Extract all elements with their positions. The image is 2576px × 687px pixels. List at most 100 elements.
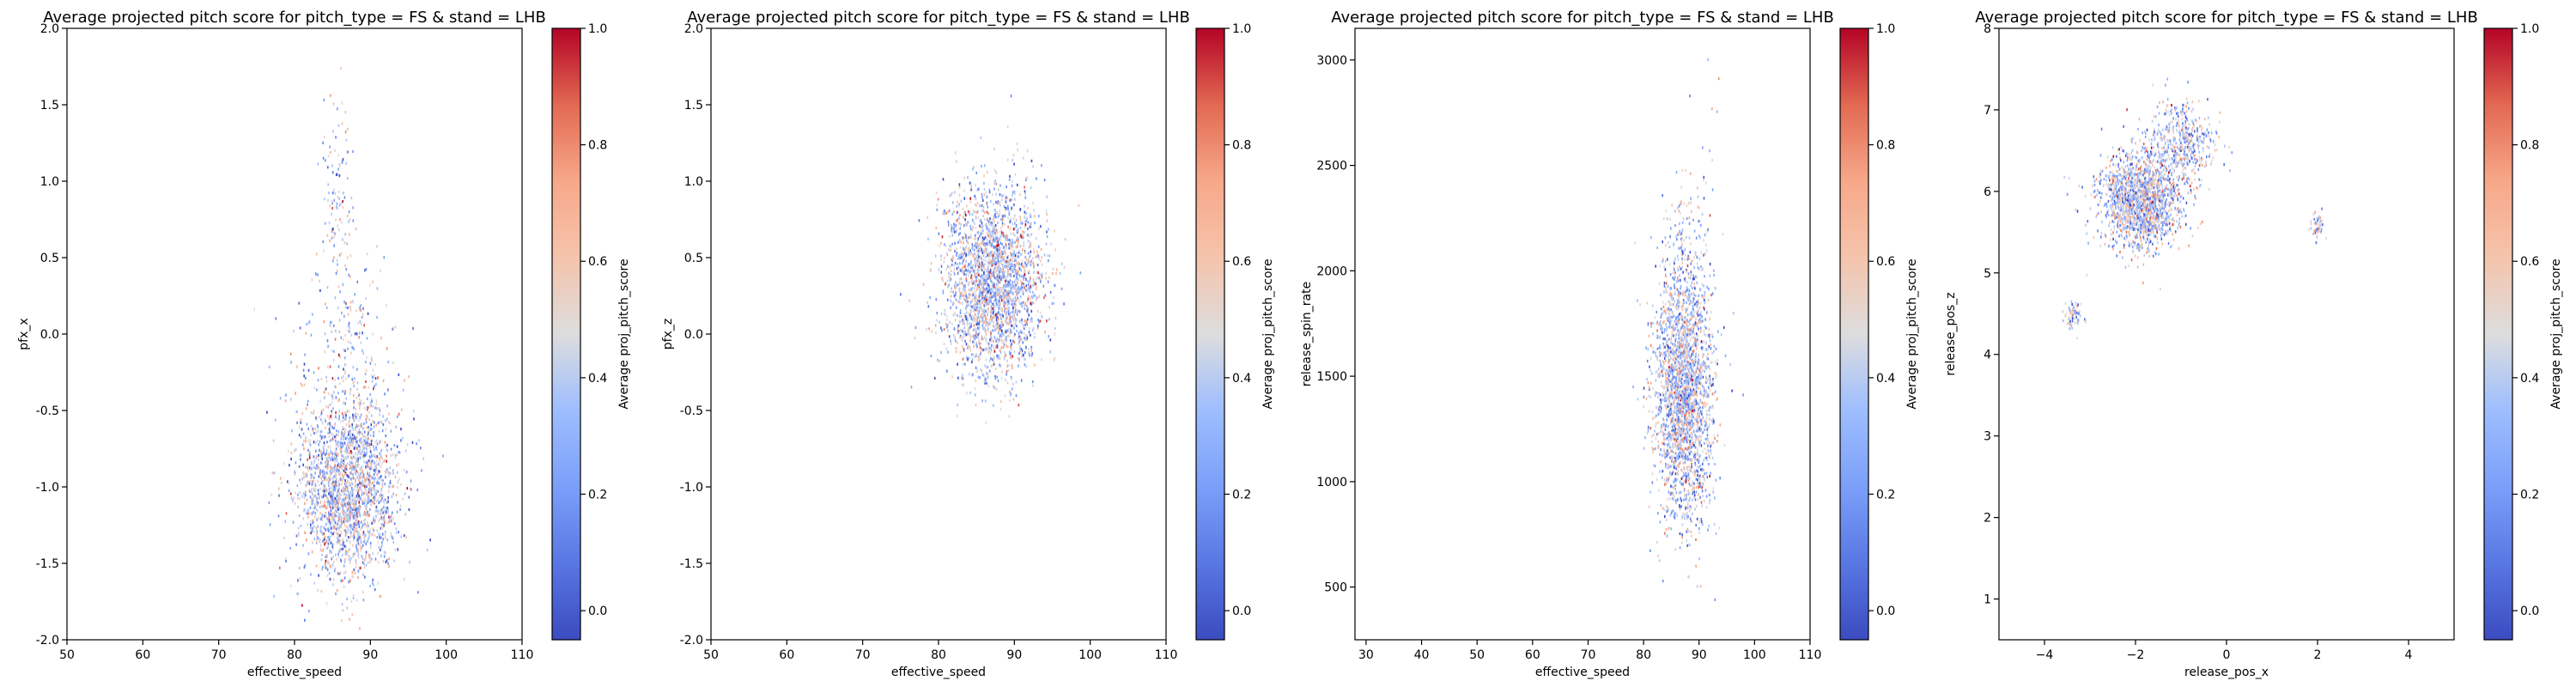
scatter-point	[384, 441, 386, 444]
scatter-point	[1054, 332, 1055, 336]
scatter-point	[980, 320, 981, 324]
scatter-point	[349, 509, 351, 513]
scatter-point	[268, 365, 270, 368]
scatter-point	[985, 310, 987, 313]
scatter-point	[367, 499, 368, 502]
scatter-point	[993, 215, 995, 218]
scatter-point	[357, 471, 359, 475]
scatter-point	[334, 505, 337, 508]
scatter-point	[1023, 277, 1024, 281]
scatter-point	[371, 493, 373, 496]
scatter-point	[1021, 248, 1024, 252]
scatter-point	[290, 442, 293, 446]
chart-title: Average projected pitch score for pitch_…	[687, 9, 1190, 27]
scatter-point	[985, 222, 987, 226]
scatter-point	[1023, 156, 1024, 160]
scatter-point	[983, 174, 985, 178]
scatter-point	[316, 519, 318, 522]
scatter-point	[961, 376, 963, 380]
scatter-point	[1030, 186, 1032, 190]
scatter-point	[312, 499, 314, 502]
scatter-point	[993, 208, 996, 211]
scatter-point	[352, 508, 354, 512]
scatter-point	[1005, 207, 1007, 210]
scatter-point	[1012, 318, 1014, 321]
scatter-point	[976, 268, 979, 271]
scatter-point	[358, 445, 360, 448]
scatter-point	[376, 245, 378, 248]
scatter-point	[981, 399, 983, 403]
scatter-point	[319, 452, 322, 456]
scatter-point	[988, 273, 990, 277]
scatter-point	[355, 508, 357, 511]
scatter-point	[339, 218, 341, 222]
scatter-point	[342, 416, 344, 419]
scatter-point	[384, 498, 386, 502]
scatter-point	[333, 518, 335, 521]
scatter-point	[972, 244, 975, 247]
scatter-point	[1030, 254, 1031, 258]
scatter-point	[933, 376, 936, 380]
scatter-point	[1030, 243, 1032, 246]
scatter-point	[317, 509, 319, 513]
scatter-point	[975, 323, 978, 326]
scatter-point	[321, 457, 324, 460]
scatter-point	[356, 453, 359, 457]
scatter-point	[983, 187, 986, 192]
scatter-point	[340, 202, 342, 205]
scatter-point	[974, 296, 976, 300]
scatter-point	[418, 439, 420, 442]
scatter-point	[979, 279, 981, 283]
scatter-point	[1005, 301, 1006, 305]
scatter-point	[315, 466, 317, 470]
scatter-point	[330, 471, 331, 475]
scatter-point	[306, 512, 308, 515]
scatter-point	[335, 441, 337, 445]
scatter-point	[1018, 255, 1019, 258]
scatter-point	[354, 332, 356, 336]
scatter-point	[983, 242, 985, 246]
scatter-point	[971, 266, 974, 270]
scatter-point	[318, 517, 319, 520]
scatter-point	[392, 511, 393, 514]
scatter-point	[368, 531, 371, 534]
scatter-point	[1003, 283, 1005, 287]
scatter-point	[363, 519, 365, 522]
scatter-point	[380, 594, 381, 599]
scatter-point	[338, 410, 341, 413]
scatter-point	[372, 581, 374, 585]
scatter-point	[358, 398, 361, 401]
scatter-point	[315, 532, 318, 536]
scatter-point	[353, 384, 355, 388]
scatter-point	[1001, 218, 1004, 222]
scatter-point	[332, 505, 334, 508]
scatter-point	[319, 473, 321, 477]
scatter-point	[358, 488, 361, 491]
scatter-point	[327, 542, 330, 545]
scatter-point	[981, 225, 984, 228]
scatter-point	[953, 301, 955, 305]
scatter-point	[375, 499, 378, 503]
scatter-point	[343, 432, 345, 435]
scatter-point	[319, 434, 321, 437]
scatter-point	[973, 316, 975, 319]
scatter-point	[353, 465, 355, 468]
scatter-point	[954, 191, 956, 194]
scatter-point	[1019, 193, 1021, 197]
scatter-point	[951, 287, 952, 290]
scatter-point	[981, 236, 984, 240]
scatter-point	[1008, 306, 1010, 309]
scatter-point	[1038, 227, 1040, 230]
scatter-point	[1027, 240, 1030, 243]
scatter-point	[955, 281, 957, 284]
scatter-point	[965, 253, 968, 257]
scatter-point	[305, 331, 307, 335]
scatter-point	[354, 503, 355, 507]
scatter-point	[1029, 286, 1030, 289]
scatter-point	[323, 320, 325, 324]
scatter-point	[984, 348, 987, 351]
scatter-point	[388, 515, 390, 519]
scatter-point	[343, 487, 344, 490]
scatter-point	[997, 255, 999, 258]
scatter-point	[391, 534, 392, 538]
